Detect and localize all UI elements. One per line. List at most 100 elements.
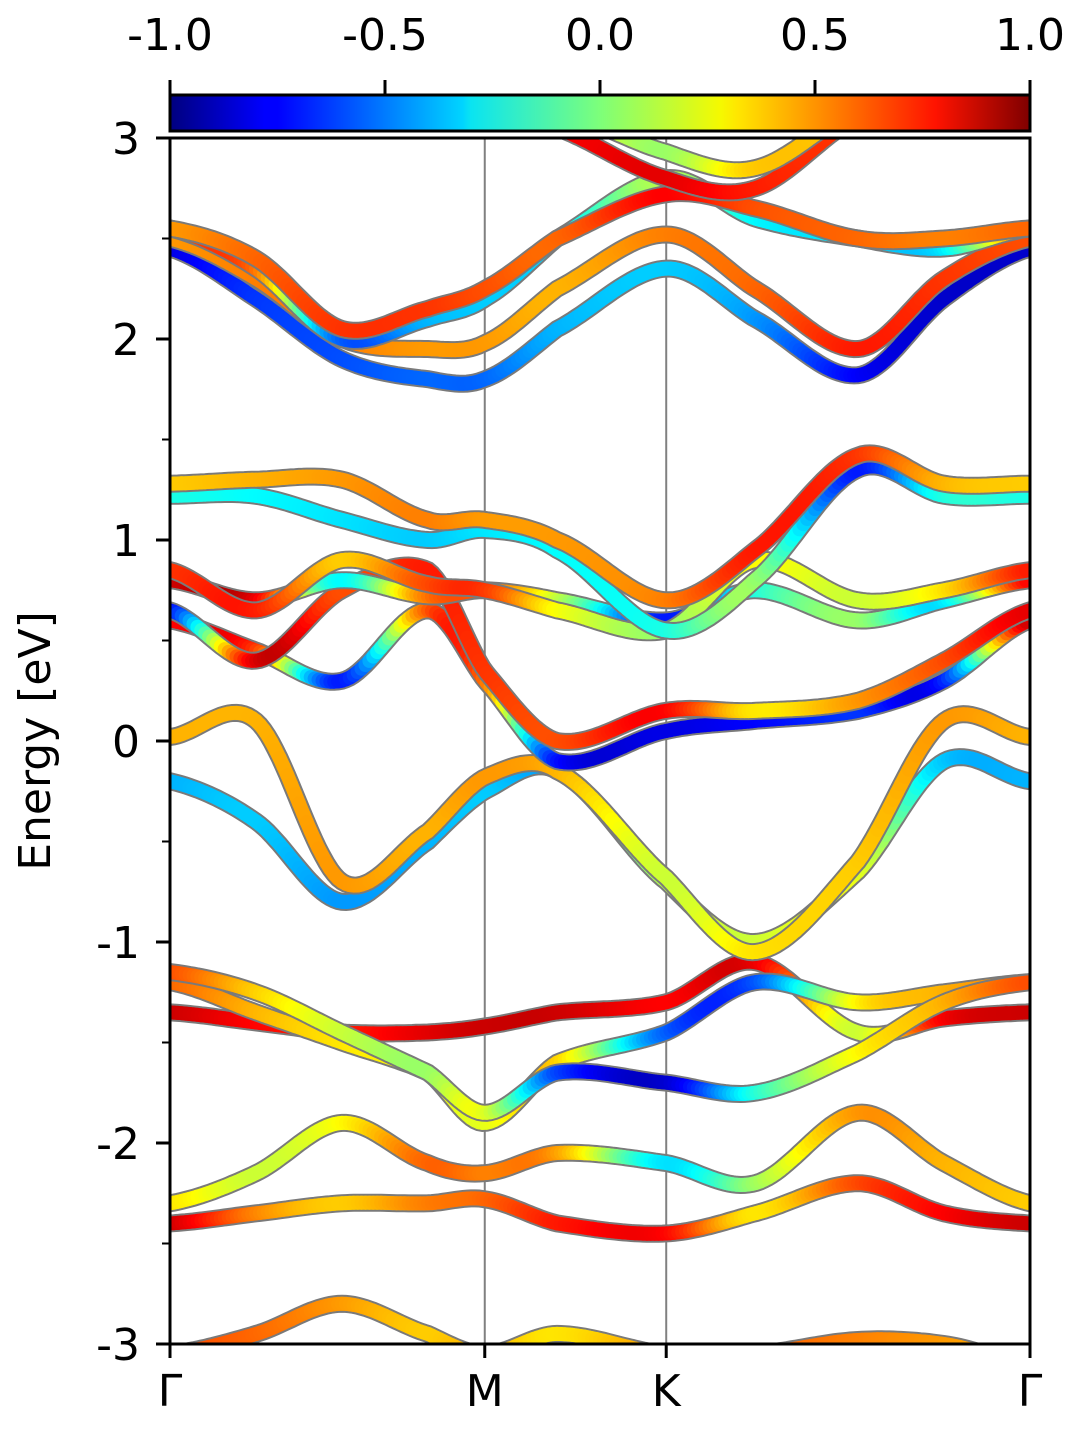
band-segment bbox=[1014, 1362, 1018, 1363]
colorbar-tick-label: -1.0 bbox=[127, 10, 213, 61]
band-segment bbox=[928, 80, 932, 81]
band-segment bbox=[944, 77, 948, 78]
band-segment bbox=[905, 86, 909, 87]
band-segment bbox=[784, 1342, 796, 1344]
band-segment bbox=[995, 1357, 999, 1358]
band-2 bbox=[170, 1174, 1030, 1243]
band-segment bbox=[522, 90, 526, 92]
band-segment bbox=[776, 1351, 780, 1352]
x-tick-label: K bbox=[652, 1366, 682, 1417]
band-segment bbox=[640, 1343, 647, 1344]
band-segment bbox=[502, 83, 506, 84]
band-15 bbox=[170, 239, 1030, 393]
band-19 bbox=[558, 138, 842, 202]
band-segment bbox=[199, 1339, 216, 1344]
band-segment bbox=[629, 1341, 644, 1344]
band-segment bbox=[479, 76, 483, 77]
colorbar-tick-label: 0.0 bbox=[565, 10, 635, 61]
band-segment bbox=[909, 85, 913, 86]
band-segment bbox=[932, 79, 936, 80]
band-segment bbox=[186, 1351, 190, 1352]
band-segment bbox=[506, 84, 510, 86]
plot-area bbox=[168, 76, 1032, 1365]
band-10 bbox=[170, 556, 1030, 751]
band-segment bbox=[936, 78, 940, 79]
colorbar: -1.0 -0.5 0.0 0.5 1.0 bbox=[127, 10, 1065, 133]
band-segment bbox=[613, 138, 631, 144]
band-segment bbox=[1022, 1363, 1026, 1364]
y-tick-label: -2 bbox=[96, 1119, 140, 1170]
colorbar-tick-label: 0.5 bbox=[780, 10, 850, 61]
band-segment bbox=[498, 81, 502, 82]
colorbar-tick-label: 1.0 bbox=[995, 10, 1065, 61]
band-segment bbox=[913, 84, 917, 85]
band-segment bbox=[949, 1339, 966, 1344]
band-segment bbox=[564, 138, 579, 142]
band-segment bbox=[793, 1340, 810, 1344]
band-20 bbox=[475, 76, 952, 180]
band-3 bbox=[170, 1103, 1030, 1213]
y-axis-ticks: 3 2 1 0 -1 -2 -3 bbox=[96, 114, 170, 1371]
band-segment bbox=[925, 81, 929, 82]
y-tick-label: 3 bbox=[112, 114, 140, 165]
band-segment bbox=[975, 1351, 979, 1352]
band-segment bbox=[651, 1352, 655, 1353]
y-axis: 3 2 1 0 -1 -2 -3 Energy [eV] bbox=[10, 114, 170, 1371]
band-segment bbox=[202, 1338, 220, 1344]
y-tick-label: 2 bbox=[112, 315, 140, 366]
band-segment bbox=[921, 82, 925, 83]
y-tick-label: 0 bbox=[112, 717, 140, 768]
band-segment bbox=[901, 88, 905, 89]
band-segment bbox=[475, 76, 479, 77]
band-segment bbox=[471, 1352, 475, 1353]
band-segment bbox=[655, 1353, 659, 1354]
y-tick-label: 1 bbox=[112, 516, 140, 567]
colorbar-gradient-bar bbox=[168, 93, 1032, 133]
band-segment bbox=[897, 89, 901, 90]
band-segment bbox=[659, 1353, 663, 1354]
band-segment bbox=[193, 1341, 207, 1344]
band-segment bbox=[917, 83, 921, 84]
colorbar-tick-label: -0.5 bbox=[342, 10, 428, 61]
band-segment bbox=[893, 90, 897, 92]
band-segment bbox=[625, 1340, 641, 1344]
band-segment bbox=[498, 1351, 502, 1352]
band-segment bbox=[967, 1342, 977, 1344]
y-tick-label: -3 bbox=[96, 1320, 140, 1371]
band-segment bbox=[491, 79, 495, 80]
band-segment bbox=[449, 1339, 465, 1344]
band-segment bbox=[999, 1358, 1003, 1359]
band-segment bbox=[790, 1341, 806, 1344]
band-segment bbox=[1007, 1360, 1011, 1361]
band-5 bbox=[170, 972, 1030, 1132]
band-segment bbox=[487, 78, 491, 79]
band-segment bbox=[514, 87, 518, 89]
band-segment bbox=[621, 1339, 638, 1344]
band-segment bbox=[983, 1353, 987, 1354]
x-tick-label: Γ bbox=[158, 1366, 183, 1417]
band-segment bbox=[611, 138, 626, 142]
band-segment bbox=[518, 89, 522, 91]
x-tick-label: Γ bbox=[1018, 1366, 1043, 1417]
band-segment bbox=[957, 1340, 973, 1344]
band-segment bbox=[178, 1352, 182, 1353]
band-segment bbox=[889, 92, 893, 94]
band-segment bbox=[948, 77, 952, 78]
band-segment bbox=[459, 1342, 468, 1344]
band-segment bbox=[953, 1339, 970, 1344]
band-segment bbox=[510, 86, 514, 88]
band-1 bbox=[174, 1294, 1030, 1365]
y-tick-label: -1 bbox=[96, 918, 140, 969]
band-segment bbox=[991, 1355, 995, 1356]
band-segment bbox=[174, 1353, 178, 1354]
band-segment bbox=[647, 1351, 651, 1352]
band-segment bbox=[501, 1342, 511, 1344]
y-axis-label: Energy [eV] bbox=[10, 611, 61, 871]
band-segment bbox=[1026, 1364, 1030, 1365]
band-segment bbox=[196, 1340, 212, 1344]
band-segment bbox=[1003, 1359, 1007, 1360]
band-segment bbox=[475, 1353, 479, 1354]
